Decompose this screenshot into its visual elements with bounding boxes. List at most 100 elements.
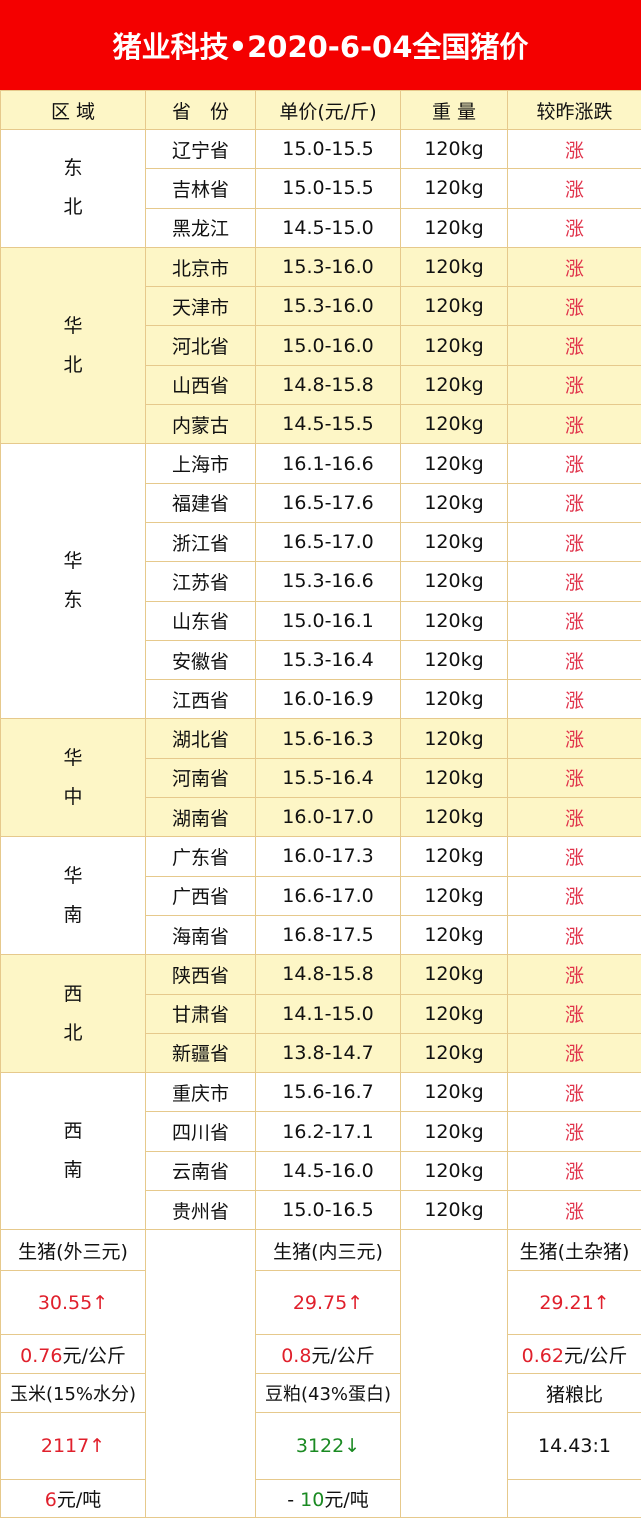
- weight-cell: 120kg: [400, 1111, 508, 1152]
- change-cell: 涨: [507, 679, 641, 720]
- price-cell: 16.5-17.0: [255, 521, 401, 563]
- price-cell: 15.0-15.5: [255, 168, 401, 209]
- header-region: 区 域: [0, 90, 146, 130]
- province-cell: 江西省: [145, 679, 256, 720]
- table-row: 华 东上海市 16.1-16.6 120kg 涨: [0, 443, 641, 720]
- price-cell: 15.3-16.0: [255, 286, 401, 327]
- hog-local-label: 生猪(土杂猪): [507, 1229, 641, 1272]
- price-cell: 14.5-15.5: [255, 404, 401, 445]
- price-cell: 15.0-15.5: [255, 128, 401, 170]
- region-cell: 东 北: [0, 129, 146, 248]
- weight-cell: 120kg: [400, 443, 508, 484]
- weight-cell: 120kg: [400, 286, 508, 327]
- table-row: 湖南省 16.0-17.0 120kg 涨: [1, 797, 641, 838]
- region-cell: 华 南: [0, 836, 146, 956]
- weight-cell: 120kg: [400, 168, 508, 209]
- change-unit: 元/公斤: [563, 1344, 628, 1367]
- hog-inner-label: 生猪(内三元): [255, 1229, 401, 1272]
- change-cell: 涨: [507, 1111, 641, 1152]
- weight-cell: 120kg: [400, 128, 508, 170]
- change-number: 0.8: [281, 1344, 312, 1367]
- change-cell: 涨: [507, 521, 641, 563]
- province-cell: 吉林省: [145, 168, 256, 209]
- price-cell: 14.8-15.8: [255, 954, 401, 995]
- price-cell: 15.3-16.6: [255, 561, 401, 602]
- price-cell: 16.0-17.0: [255, 797, 401, 838]
- province-cell: 山西省: [145, 364, 256, 406]
- price-cell: 15.0-16.1: [255, 600, 401, 641]
- price-cell: 14.1-15.0: [255, 993, 401, 1034]
- page-title: 猪业科技•2020-6-04全国猪价: [0, 0, 641, 90]
- province-cell: 甘肃省: [145, 993, 256, 1034]
- price-table: 区 域 省 份 单价(元/斤) 重 量 较昨涨跌 东 北辽宁省 15.0-15.5…: [0, 90, 641, 1519]
- province-cell: 浙江省: [145, 521, 256, 563]
- change-cell: 涨: [507, 482, 641, 523]
- province-cell: 福建省: [145, 482, 256, 523]
- weight-cell: 120kg: [400, 246, 508, 288]
- table-row: 山西省 14.8-15.8 120kg 涨: [1, 364, 641, 406]
- table-row: 西 南重庆市 15.6-16.7 120kg 涨: [0, 1072, 641, 1231]
- table-row: 华 中湖北省 15.6-16.3 120kg 涨: [0, 718, 641, 838]
- change-cell: 涨: [507, 836, 641, 877]
- change-unit: 元/公斤: [311, 1344, 375, 1367]
- province-cell: 广西省: [145, 875, 256, 916]
- spacer: [145, 1229, 256, 1519]
- weight-cell: 120kg: [400, 1150, 508, 1192]
- header-price: 单价(元/斤): [255, 90, 401, 130]
- change-cell: 涨: [507, 718, 641, 759]
- hog-local-value: 29.21↑: [507, 1270, 641, 1336]
- corn-change: 6元/吨: [0, 1479, 146, 1519]
- province-cell: 湖南省: [145, 797, 256, 838]
- weight-cell: 120kg: [400, 836, 508, 877]
- change-cell: 涨: [507, 128, 641, 170]
- price-cell: 16.2-17.1: [255, 1111, 401, 1152]
- province-cell: 黑龙江: [145, 207, 256, 248]
- region-cell: 华 中: [0, 718, 146, 838]
- weight-cell: 120kg: [400, 718, 508, 759]
- change-cell: 涨: [507, 757, 641, 799]
- table-row: 甘肃省 14.1-15.0 120kg 涨: [1, 993, 641, 1034]
- weight-cell: 120kg: [400, 679, 508, 720]
- change-cell: 涨: [507, 443, 641, 484]
- change-cell: 涨: [507, 1150, 641, 1192]
- weight-cell: 120kg: [400, 757, 508, 799]
- region-cell: 西 南: [0, 1072, 146, 1231]
- corn-value: 2117↑: [0, 1412, 146, 1481]
- region-cell: 华 东: [0, 443, 146, 720]
- change-cell: 涨: [507, 993, 641, 1034]
- change-cell: 涨: [507, 364, 641, 406]
- weight-cell: 120kg: [400, 797, 508, 838]
- change-number: 6: [44, 1489, 57, 1512]
- weight-cell: 120kg: [400, 875, 508, 916]
- province-cell: 重庆市: [145, 1072, 256, 1113]
- price-cell: 14.5-16.0: [255, 1150, 401, 1192]
- weight-cell: 120kg: [400, 325, 508, 366]
- weight-cell: 120kg: [400, 639, 508, 681]
- header-weight: 重 量: [400, 90, 508, 130]
- province-cell: 安徽省: [145, 639, 256, 681]
- province-cell: 陕西省: [145, 954, 256, 995]
- hog-local-change: 0.62元/公斤: [507, 1334, 641, 1375]
- table-row: 华 北北京市 15.3-16.0 120kg 涨: [0, 246, 641, 445]
- change-cell: 涨: [507, 1032, 641, 1074]
- weight-cell: 120kg: [400, 914, 508, 956]
- price-cell: 14.8-15.8: [255, 364, 401, 406]
- price-cell: 16.0-17.3: [255, 836, 401, 877]
- ratio-value: 14.43:1: [507, 1412, 641, 1481]
- header-row: 区 域 省 份 单价(元/斤) 重 量 较昨涨跌: [0, 90, 641, 130]
- price-cell: 15.3-16.4: [255, 639, 401, 681]
- soymeal-value: 3122↓: [255, 1412, 401, 1481]
- header-province: 省 份: [145, 90, 256, 130]
- weight-cell: 120kg: [400, 364, 508, 406]
- change-cell: 涨: [507, 325, 641, 366]
- table-row: 云南省 14.5-16.0 120kg 涨: [1, 1150, 641, 1192]
- weight-cell: 120kg: [400, 1190, 508, 1231]
- province-cell: 山东省: [145, 600, 256, 641]
- change-cell: 涨: [507, 168, 641, 209]
- price-cell: 15.6-16.3: [255, 718, 401, 759]
- soymeal-change: - 10元/吨: [255, 1479, 401, 1519]
- price-cell: 14.5-15.0: [255, 207, 401, 248]
- region-cell: 华 北: [0, 246, 146, 445]
- spacer: [400, 1229, 508, 1519]
- province-cell: 云南省: [145, 1150, 256, 1192]
